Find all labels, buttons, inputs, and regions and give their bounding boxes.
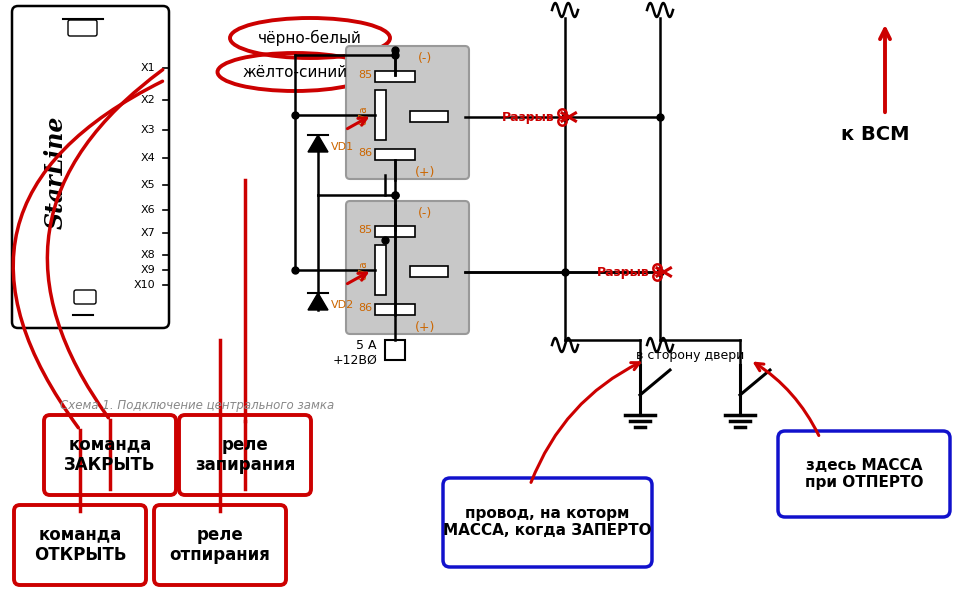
Text: VD1: VD1 xyxy=(331,142,354,152)
Text: провод, на которм
МАССА, когда ЗАПЕРТО: провод, на которм МАССА, когда ЗАПЕРТО xyxy=(443,506,651,538)
Text: 85: 85 xyxy=(358,70,372,80)
Text: 85: 85 xyxy=(358,225,372,235)
FancyBboxPatch shape xyxy=(179,415,311,495)
Text: X5: X5 xyxy=(141,180,155,190)
Text: (+): (+) xyxy=(415,320,435,333)
Polygon shape xyxy=(308,293,328,310)
FancyBboxPatch shape xyxy=(443,478,652,567)
Text: команда
ЗАКРЫТЬ: команда ЗАКРЫТЬ xyxy=(64,435,156,474)
Text: 87a: 87a xyxy=(358,260,368,280)
Text: 86: 86 xyxy=(358,303,372,313)
Text: X9: X9 xyxy=(141,265,155,275)
Text: X4: X4 xyxy=(141,153,155,163)
Text: X1: X1 xyxy=(141,63,155,73)
Text: в сторону двери: в сторону двери xyxy=(636,349,744,362)
Bar xyxy=(410,111,448,122)
FancyBboxPatch shape xyxy=(154,505,286,585)
Bar xyxy=(375,71,415,82)
Bar xyxy=(385,340,405,360)
Text: реле
отпирания: реле отпирания xyxy=(169,526,271,565)
FancyBboxPatch shape xyxy=(12,6,169,328)
Text: 5 А: 5 А xyxy=(357,338,377,352)
Text: X6: X6 xyxy=(141,205,155,215)
Bar xyxy=(375,149,415,160)
Text: реле
запирания: реле запирания xyxy=(195,435,295,474)
Bar xyxy=(375,90,386,140)
FancyBboxPatch shape xyxy=(14,505,146,585)
FancyBboxPatch shape xyxy=(778,431,950,517)
FancyBboxPatch shape xyxy=(74,290,96,304)
Polygon shape xyxy=(308,135,328,152)
Text: к ВСМ: к ВСМ xyxy=(840,125,909,144)
Text: +12ВØ: +12ВØ xyxy=(332,354,377,367)
FancyBboxPatch shape xyxy=(346,46,469,179)
Text: 86: 86 xyxy=(358,148,372,158)
Text: (+): (+) xyxy=(415,165,435,178)
Text: X7: X7 xyxy=(141,228,155,238)
Text: X2: X2 xyxy=(141,95,155,105)
FancyBboxPatch shape xyxy=(44,415,176,495)
Text: Разрыв: Разрыв xyxy=(598,266,650,279)
Text: StarLine: StarLine xyxy=(44,116,68,229)
Text: здесь МАССА
при ОТПЕРТО: здесь МАССА при ОТПЕРТО xyxy=(805,458,923,490)
Bar xyxy=(375,226,415,237)
Text: Разрыв: Разрыв xyxy=(502,111,555,124)
Bar xyxy=(375,245,386,295)
Text: X10: X10 xyxy=(134,280,155,290)
Bar xyxy=(375,304,415,315)
Bar xyxy=(410,266,448,277)
Text: X3: X3 xyxy=(141,125,155,135)
Text: Схема 1. Подключение центрального замка: Схема 1. Подключение центрального замка xyxy=(60,399,335,411)
FancyBboxPatch shape xyxy=(346,201,469,334)
Text: VD2: VD2 xyxy=(331,300,355,310)
FancyBboxPatch shape xyxy=(68,20,97,36)
Text: (-): (-) xyxy=(418,52,432,65)
Text: команда
ОТКРЫТЬ: команда ОТКРЫТЬ xyxy=(33,526,126,565)
Text: (-): (-) xyxy=(418,207,432,220)
Text: чёрно-белый: чёрно-белый xyxy=(258,30,362,46)
Text: жёлто-синий: жёлто-синий xyxy=(243,65,348,79)
Text: X8: X8 xyxy=(141,250,155,260)
Text: 87a: 87a xyxy=(358,105,368,125)
